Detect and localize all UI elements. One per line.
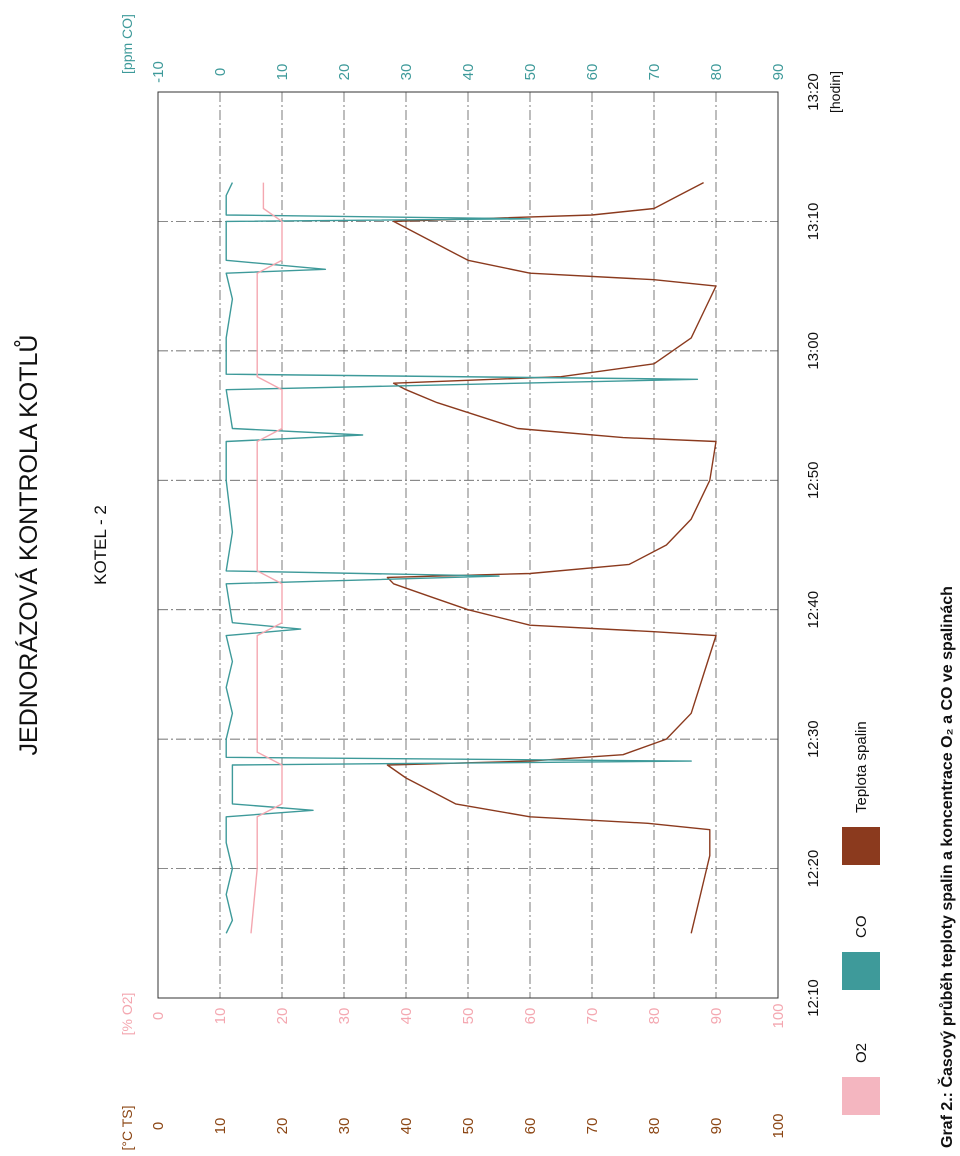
legend-label-co: CO bbox=[853, 916, 870, 939]
o2-tick-label: 20 bbox=[274, 1008, 291, 1025]
temperature-tick-label: 30 bbox=[336, 1118, 353, 1135]
time-tick-label: 12:10 bbox=[805, 979, 822, 1017]
legend-label-teplota-spalin: Teplota spalin bbox=[853, 721, 870, 813]
series-line-teplota-spalin bbox=[386, 181, 717, 934]
o2-tick-label: 50 bbox=[460, 1008, 477, 1025]
o2-tick-label: 70 bbox=[584, 1008, 601, 1025]
temperature-tick-label: 10 bbox=[212, 1118, 229, 1135]
time-tick-label: 12:50 bbox=[805, 462, 822, 500]
time-tick-label: 12:20 bbox=[805, 850, 822, 888]
legend-label-o2: O2 bbox=[853, 1043, 870, 1063]
temperature-tick-label: 70 bbox=[584, 1118, 601, 1135]
grid-lines bbox=[158, 92, 778, 998]
temperature-tick-label: 0 bbox=[150, 1122, 167, 1130]
o2-tick-label: 10 bbox=[212, 1008, 229, 1025]
o2-tick-label: 90 bbox=[708, 1008, 725, 1025]
o2-axis-label: [% O2] bbox=[119, 993, 135, 1036]
temperature-tick-label: 20 bbox=[274, 1118, 291, 1135]
legend-swatch-teplota-spalin bbox=[842, 827, 880, 865]
co-tick-label: 40 bbox=[460, 64, 477, 81]
series-layer bbox=[225, 181, 717, 934]
x-axis-label: [hodin] bbox=[827, 71, 843, 113]
o2-tick-label: 60 bbox=[522, 1008, 539, 1025]
co-tick-label: 90 bbox=[770, 64, 787, 81]
legend-swatch-o2 bbox=[842, 1077, 880, 1115]
temperature-tick-label: 50 bbox=[460, 1118, 477, 1135]
temperature-tick-label: 40 bbox=[398, 1118, 415, 1135]
o2-tick-label: 30 bbox=[336, 1008, 353, 1025]
time-tick-label: 12:40 bbox=[805, 591, 822, 629]
legend: O2 CO Teplota spalin bbox=[842, 721, 880, 1115]
temperature-tick-label: 80 bbox=[646, 1118, 663, 1135]
chart-title: KOTEL - 2 bbox=[91, 505, 110, 585]
co-tick-label: 60 bbox=[584, 64, 601, 81]
co-tick-label: 20 bbox=[336, 64, 353, 81]
temperature-axis-label: [°C TS] bbox=[119, 1105, 135, 1150]
co-axis-label: [ppm CO] bbox=[119, 14, 135, 74]
temperature-tick-label: 90 bbox=[708, 1118, 725, 1135]
co-tick-label: 0 bbox=[212, 68, 229, 76]
co-tick-label: 70 bbox=[646, 64, 663, 81]
series-line-o2 bbox=[250, 182, 283, 934]
o2-tick-label: 100 bbox=[770, 1003, 787, 1028]
figure-caption: Graf 2.: Časový průběh teploty spalin a … bbox=[937, 586, 956, 1148]
time-tick-label: 13:00 bbox=[805, 332, 822, 370]
temperature-tick-label: 60 bbox=[522, 1118, 539, 1135]
time-tick-label: 12:30 bbox=[805, 720, 822, 758]
o2-tick-label: 0 bbox=[150, 1012, 167, 1020]
time-tick-label: 13:10 bbox=[805, 203, 822, 241]
series-line-co bbox=[225, 182, 699, 934]
temperature-tick-label: 100 bbox=[770, 1113, 787, 1138]
co-tick-label: 30 bbox=[398, 64, 415, 81]
legend-swatch-co bbox=[842, 952, 880, 990]
co-tick-label: 80 bbox=[708, 64, 725, 81]
o2-tick-label: 80 bbox=[646, 1008, 663, 1025]
o2-tick-label: 40 bbox=[398, 1008, 415, 1025]
co-tick-label: -10 bbox=[150, 61, 167, 83]
page-title: JEDNORÁZOVÁ KONTROLA KOTLŮ bbox=[12, 335, 43, 756]
time-tick-label: 13:20 bbox=[805, 73, 822, 111]
co-tick-label: 50 bbox=[522, 64, 539, 81]
co-tick-label: 10 bbox=[274, 64, 291, 81]
